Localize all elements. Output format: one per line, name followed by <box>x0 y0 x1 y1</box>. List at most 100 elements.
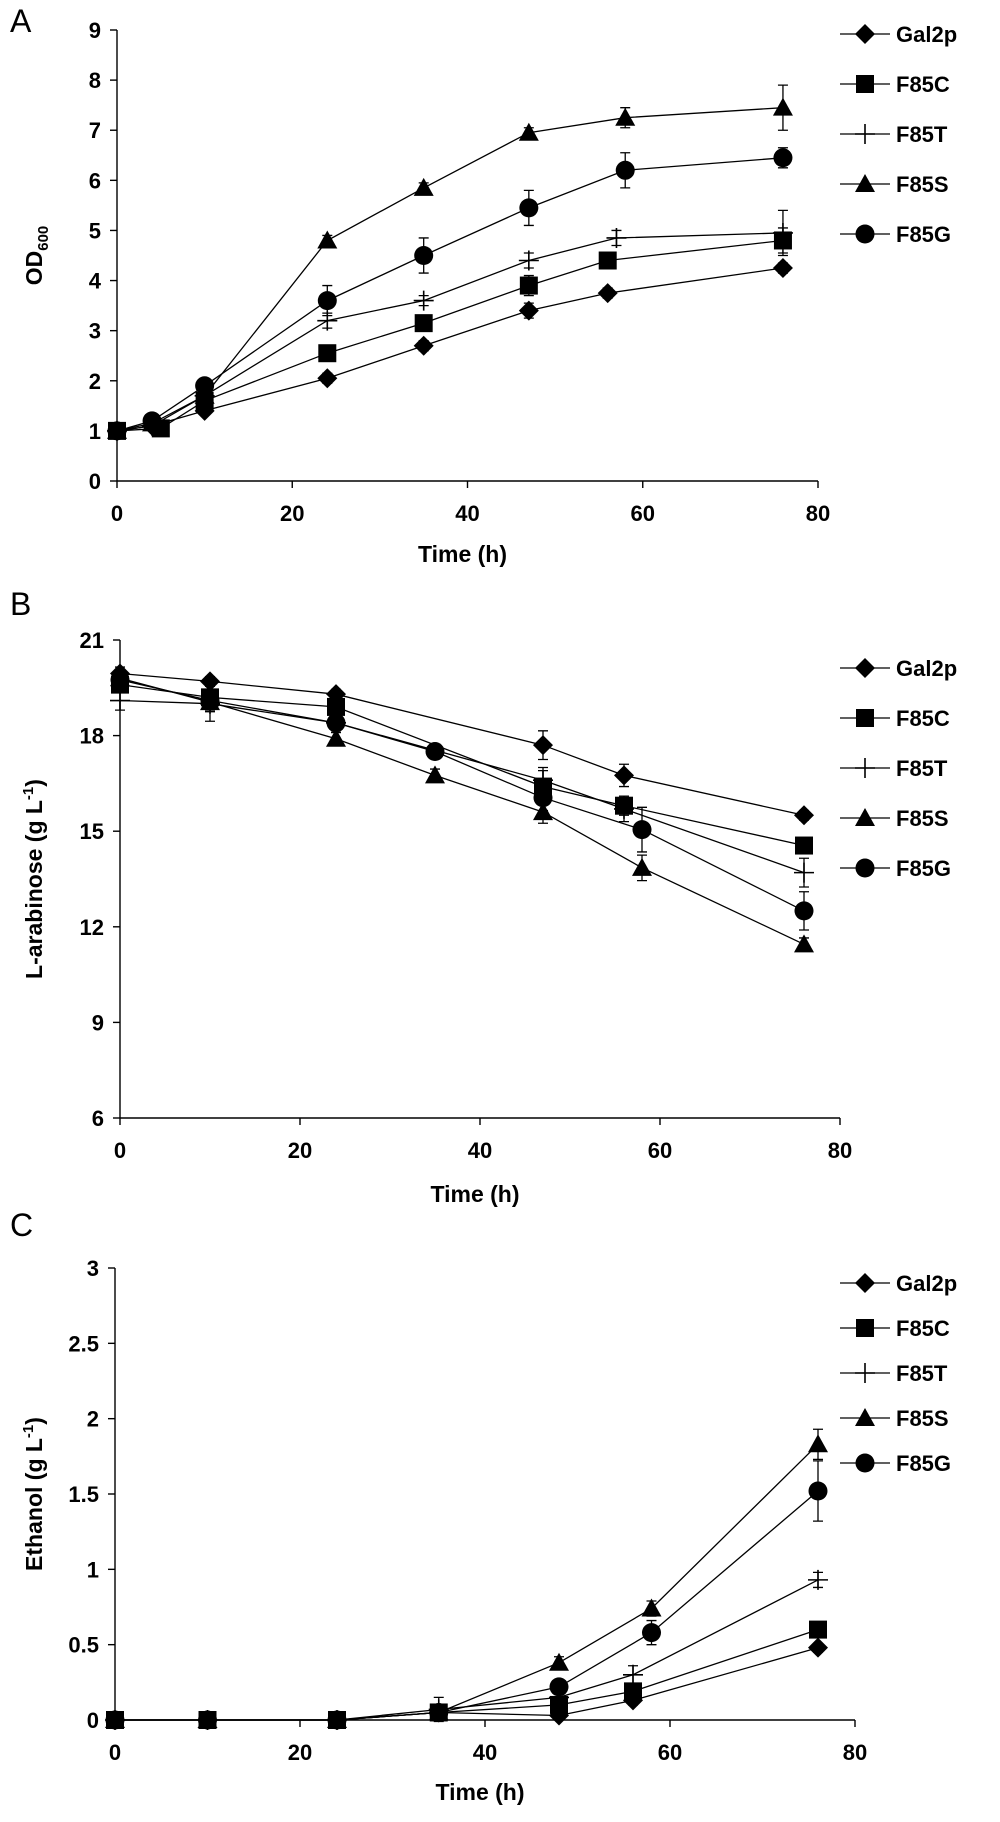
y-tick-label: 1.5 <box>68 1482 99 1507</box>
series-f85g <box>110 670 814 931</box>
data-point <box>642 1623 661 1643</box>
data-point <box>795 836 813 855</box>
data-point <box>110 670 130 690</box>
data-point <box>198 1710 217 1730</box>
y-tick-label: 9 <box>92 1010 104 1035</box>
legend-marker <box>855 758 875 778</box>
data-point <box>794 901 814 921</box>
legend-label: F85C <box>896 1316 950 1341</box>
x-axis-title: Time (h) <box>430 1181 519 1207</box>
series-line <box>116 107 783 432</box>
data-point <box>413 177 434 196</box>
y-tick-label: 5 <box>89 218 101 243</box>
data-point <box>519 276 538 295</box>
legend-marker <box>855 858 875 878</box>
series-f85g <box>107 147 793 441</box>
series-line <box>116 267 783 432</box>
legend-item-f85s: F85S <box>840 172 949 197</box>
data-point <box>794 934 814 953</box>
data-point <box>808 1637 828 1658</box>
x-tick-label: 60 <box>648 1138 672 1163</box>
series-line <box>115 1647 819 1721</box>
y-tick-label: 7 <box>89 118 101 143</box>
y-axis-title: OD600 <box>21 226 52 286</box>
legend-label: F85C <box>896 72 950 97</box>
data-point <box>326 728 346 747</box>
x-tick-label: 60 <box>658 1740 682 1765</box>
data-point <box>549 1652 569 1671</box>
panel-b: B 0 20 40 60 80 6 9 12 15 18 21 Time (h) L-arabinose … <box>10 586 957 1207</box>
legend-marker <box>855 1273 875 1293</box>
data-point <box>518 250 539 271</box>
legend-marker <box>856 1319 874 1337</box>
legend-item-gal2p: Gal2p <box>840 656 957 681</box>
legend-marker <box>855 174 875 192</box>
y-tick-label: 15 <box>80 819 104 844</box>
x-tick-label: 80 <box>828 1138 852 1163</box>
data-point <box>200 691 220 711</box>
y-tick-label: 0 <box>87 1708 99 1733</box>
data-point <box>549 1677 569 1697</box>
data-point <box>413 335 434 356</box>
legend-marker <box>855 1453 875 1473</box>
y-axis-title: L-arabinose (g L-1) <box>20 779 47 979</box>
data-point <box>614 798 634 819</box>
series-line <box>115 1490 819 1721</box>
data-point <box>772 258 793 279</box>
panel-letter: C <box>10 1207 33 1243</box>
data-point <box>632 857 652 876</box>
data-point <box>429 1702 449 1722</box>
data-point <box>105 1710 125 1730</box>
data-point <box>107 421 127 441</box>
data-point <box>615 160 635 180</box>
data-point <box>318 344 337 363</box>
y-tick-label: 8 <box>89 68 101 93</box>
data-point <box>808 1434 828 1453</box>
series-gal2p <box>107 258 793 441</box>
data-point <box>808 1569 828 1590</box>
series-f85g <box>105 1460 828 1730</box>
x-tick-label: 40 <box>473 1740 497 1765</box>
data-point <box>597 283 618 304</box>
legend-marker <box>855 124 875 144</box>
data-point <box>632 820 652 840</box>
legend-marker <box>855 1363 875 1383</box>
series-line <box>115 1443 819 1721</box>
legend-label: F85G <box>896 222 951 247</box>
legend-label: F85C <box>896 706 950 731</box>
legend-marker <box>855 658 875 678</box>
y-tick-label: 2 <box>89 369 101 394</box>
data-point <box>598 251 617 270</box>
data-point <box>518 300 539 321</box>
data-point <box>327 697 345 716</box>
data-point <box>641 1598 662 1617</box>
y-tick-label: 0.5 <box>68 1633 99 1658</box>
x-tick-label: 20 <box>288 1740 312 1765</box>
legend-item-f85s: F85S <box>840 806 949 831</box>
legend-item-f85g: F85G <box>840 1451 951 1476</box>
legend-label: F85G <box>896 1451 951 1476</box>
data-point <box>413 290 434 311</box>
x-axis-title: Time (h) <box>435 1779 524 1805</box>
data-point <box>414 314 433 333</box>
legend-label: F85S <box>896 806 949 831</box>
data-point <box>615 107 636 126</box>
data-point <box>317 368 338 389</box>
data-point <box>794 805 814 826</box>
data-point <box>623 1664 643 1685</box>
legend-label: F85T <box>896 122 948 147</box>
series-line <box>116 157 783 432</box>
series-line <box>119 672 805 816</box>
data-point <box>533 788 553 808</box>
legend-marker <box>856 709 874 727</box>
series-line <box>115 1579 819 1721</box>
data-point <box>533 735 553 756</box>
data-point <box>327 1710 347 1730</box>
y-tick-label: 3 <box>89 319 101 344</box>
y-tick-label: 18 <box>80 724 104 749</box>
data-point <box>624 1682 642 1701</box>
data-point <box>142 411 162 431</box>
panel-letter: A <box>10 3 32 39</box>
y-tick-label: 3 <box>87 1256 99 1281</box>
panel-a: A 0 20 40 60 80 0 1 2 3 4 5 6 7 8 9 Time (h) OD600 Gal2p F8… <box>10 3 957 567</box>
